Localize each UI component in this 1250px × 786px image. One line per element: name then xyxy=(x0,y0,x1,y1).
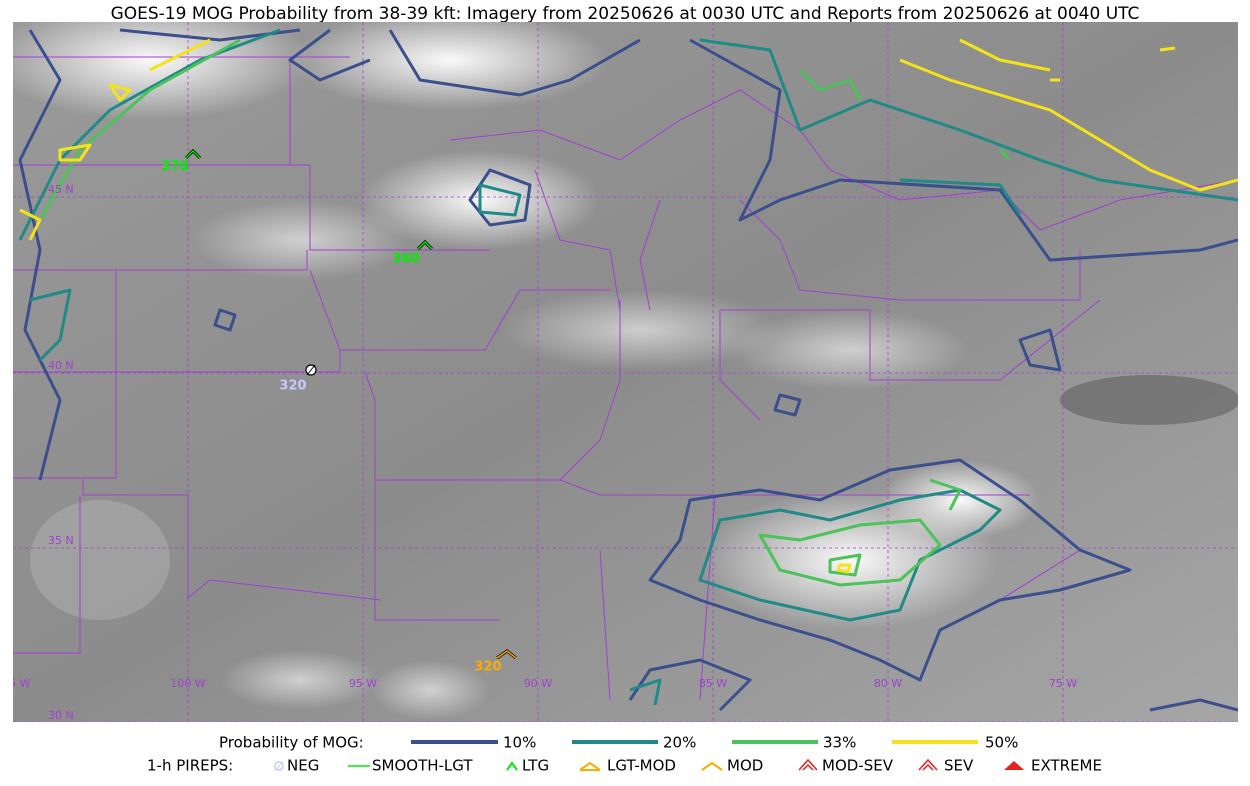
lon-label: 100 W xyxy=(170,677,205,690)
report-label: 360 xyxy=(392,252,419,267)
pirep-label: NEG xyxy=(287,757,319,775)
legend-title: 1-h PIREPS: xyxy=(147,757,233,775)
lat-label: 35 N xyxy=(48,534,74,547)
legend-label: 50% xyxy=(985,734,1018,752)
lon-label: 105 W xyxy=(0,677,31,690)
pirep-label: SMOOTH-LGT xyxy=(372,757,473,775)
pirep-label: LTG xyxy=(522,757,549,775)
pirep-label: MOD xyxy=(727,757,763,775)
pirep-label: SEV xyxy=(944,757,974,775)
legend-label: 10% xyxy=(503,734,536,752)
report-label: 370 xyxy=(161,160,188,175)
lon-label: 80 W xyxy=(874,677,902,690)
title: GOES-19 MOG Probability from 38-39 kft: … xyxy=(111,4,1140,24)
contours xyxy=(18,28,1238,712)
legend-title: Probability of MOG: xyxy=(219,734,364,752)
state-borders xyxy=(13,56,1238,701)
map: 370 360 320 320 45 N 40 N 35 N 30 N 105 … xyxy=(0,22,1238,722)
legend: Probability of MOG: 10% 20% 33% 50% 1-h … xyxy=(147,734,1102,775)
pirep-reports: 370 360 320 320 xyxy=(161,148,517,675)
lat-label: 45 N xyxy=(48,183,74,196)
lon-label: 85 W xyxy=(699,677,727,690)
lon-label: 95 W xyxy=(349,677,377,690)
report-label: 320 xyxy=(279,379,306,394)
pirep-label: MOD-SEV xyxy=(822,757,894,775)
pirep-label: LGT-MOD xyxy=(607,757,676,775)
lon-label: 75 W xyxy=(1049,677,1077,690)
legend-label: 33% xyxy=(823,734,856,752)
grid-lines xyxy=(13,22,1238,722)
pirep-label: EXTREME xyxy=(1031,757,1102,775)
report-label: 320 xyxy=(474,660,501,675)
lat-label: 30 N xyxy=(48,709,74,722)
grid-labels: 45 N 40 N 35 N 30 N 105 W 100 W 95 W 90 … xyxy=(0,183,1077,722)
lon-label: 90 W xyxy=(524,677,552,690)
legend-label: 20% xyxy=(663,734,696,752)
lat-label: 40 N xyxy=(48,359,74,372)
